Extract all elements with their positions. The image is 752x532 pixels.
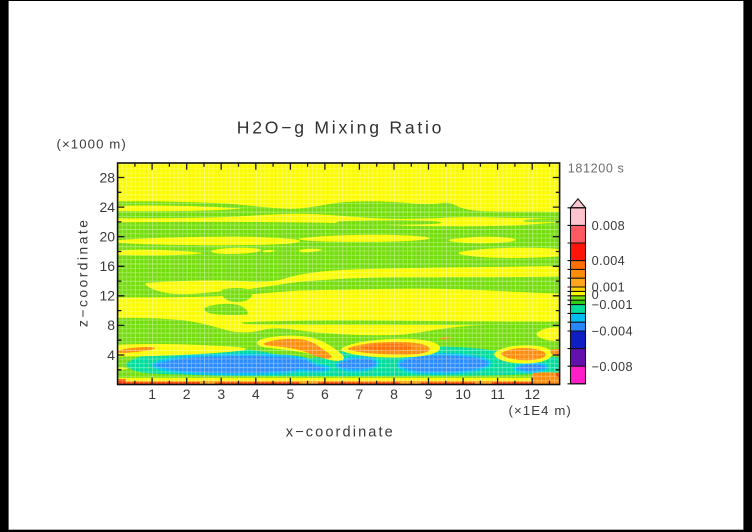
svg-text:7: 7 [356,386,364,402]
svg-text:−0.004: −0.004 [592,325,633,339]
svg-text:3: 3 [217,386,225,402]
svg-text:H2O−g Mixing Ratio: H2O−g Mixing Ratio [237,118,444,138]
svg-text:8: 8 [107,317,115,333]
svg-text:(×1E4 m): (×1E4 m) [509,403,572,418]
svg-text:20: 20 [100,228,116,244]
svg-text:181200 s: 181200 s [568,161,625,175]
svg-text:4: 4 [252,386,260,402]
svg-text:24: 24 [100,199,116,215]
svg-text:11: 11 [490,386,505,402]
svg-text:0: 0 [592,288,599,302]
svg-text:8: 8 [390,386,398,402]
svg-text:5: 5 [286,386,294,402]
svg-text:12: 12 [100,288,116,304]
svg-text:9: 9 [425,386,433,402]
svg-text:12: 12 [524,386,540,402]
svg-text:z−coordinate: z−coordinate [76,218,91,327]
svg-text:6: 6 [321,386,329,402]
svg-text:x−coordinate: x−coordinate [286,425,395,441]
svg-text:16: 16 [100,258,116,274]
svg-text:(×1000 m): (×1000 m) [57,137,127,152]
svg-text:0.001: 0.001 [592,281,626,295]
svg-text:4: 4 [107,347,115,363]
svg-text:0.004: 0.004 [592,254,626,268]
svg-text:28: 28 [100,169,116,185]
svg-text:0.008: 0.008 [592,219,626,233]
svg-text:−0.008: −0.008 [592,360,633,374]
svg-text:1: 1 [148,386,156,402]
svg-text:10: 10 [455,386,471,402]
svg-text:2: 2 [183,386,191,402]
svg-text:−0.001: −0.001 [592,298,633,312]
